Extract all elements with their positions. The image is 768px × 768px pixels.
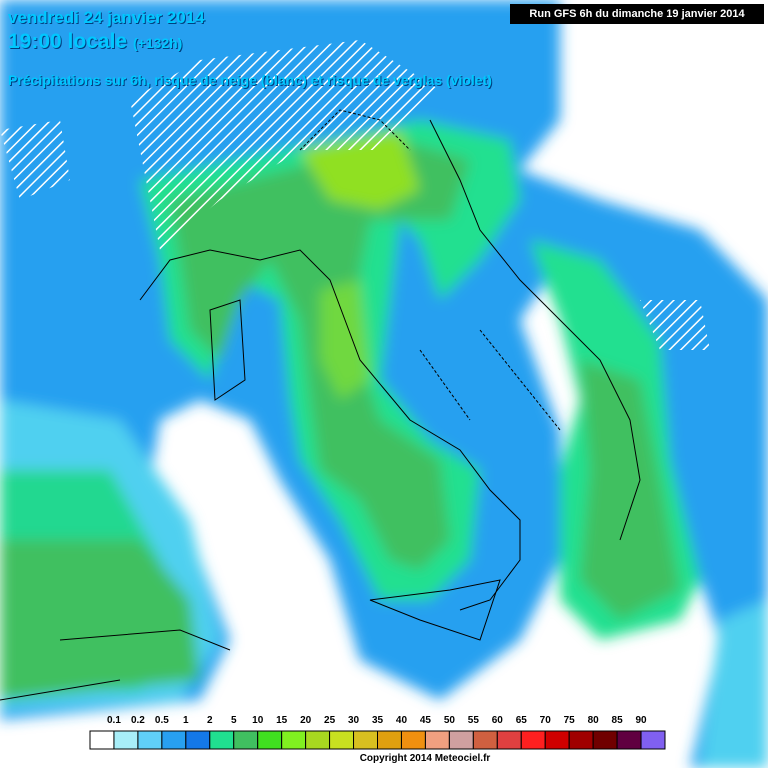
legend-swatch (209, 730, 235, 750)
legend-label: 0.5 (155, 715, 169, 726)
local-time: 19:00 locale (8, 30, 128, 53)
legend-swatch (424, 730, 450, 750)
legend-swatch (640, 730, 666, 750)
legend-label: 85 (612, 715, 624, 726)
legend-label: 80 (588, 715, 600, 726)
legend-swatch (616, 730, 642, 750)
legend-label: 40 (396, 715, 408, 726)
legend-swatch (233, 730, 259, 750)
lead-time: (+132h) (132, 35, 183, 51)
legend-labels: 0.1 0.2 0.5 1 2 5 10 15 20 25 30 35 40 45 50 55 60 65 70 75… (107, 715, 647, 726)
legend-label: 70 (540, 715, 552, 726)
legend-label: 45 (420, 715, 432, 726)
legend-swatch (137, 730, 163, 750)
legend-swatch (448, 730, 474, 750)
legend-label: 10 (252, 715, 264, 726)
legend-swatch (161, 730, 187, 750)
run-info: Run GFS 6h du dimanche 19 janvier 2014 (510, 4, 764, 24)
legend-swatch (544, 730, 570, 750)
legend-label: 60 (492, 715, 504, 726)
legend-swatch (353, 730, 378, 750)
snow-risk-hatching (0, 40, 710, 350)
legend-label: 75 (564, 715, 576, 726)
legend-label: 20 (300, 715, 312, 726)
legend-label: 1 (183, 715, 189, 726)
legend-swatch (257, 730, 283, 750)
legend-swatch (89, 730, 115, 750)
legend-label: 0.1 (107, 715, 121, 726)
legend-label: 0.2 (131, 715, 145, 726)
legend-swatch (496, 730, 522, 750)
copyright: Copyright 2014 Meteociel.fr (360, 753, 491, 764)
legend-swatch (281, 730, 307, 750)
legend-label: 90 (635, 715, 647, 726)
subtitle: Précipitations sur 6h, risque de neige (… (8, 72, 492, 88)
legend-swatch (472, 730, 498, 750)
legend-label: 30 (348, 715, 360, 726)
legend-label: 55 (468, 715, 480, 726)
legend-label: 25 (324, 715, 336, 726)
legend-label: 5 (231, 715, 237, 726)
legend-swatch (400, 730, 426, 750)
legend-label: 2 (207, 715, 213, 726)
date: vendredi 24 janvier 2014 (8, 8, 205, 27)
legend-swatch (305, 730, 331, 750)
legend-label: 65 (516, 715, 528, 726)
time: 19:00 locale (+132h) (8, 30, 182, 54)
legend-swatch (329, 730, 355, 750)
legend-swatch (113, 730, 139, 750)
legend-swatch (377, 730, 402, 750)
legend-label: 15 (276, 715, 288, 726)
coastlines (0, 109, 641, 701)
legend-swatch (568, 730, 594, 750)
legend-label: 50 (444, 715, 456, 726)
legend-label: 35 (372, 715, 384, 726)
legend-scale (89, 730, 666, 750)
legend-swatch (185, 730, 211, 750)
legend-swatch (592, 730, 618, 750)
legend-swatch (520, 730, 546, 750)
